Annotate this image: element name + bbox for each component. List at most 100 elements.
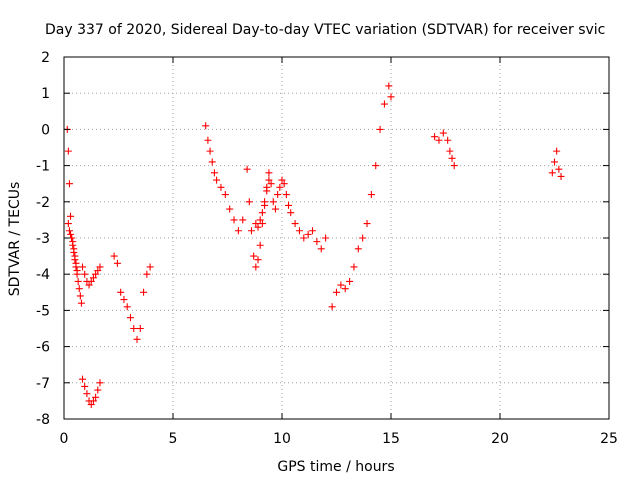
data-point [252,263,260,271]
data-point [341,285,349,293]
data-point [333,288,340,296]
series-track-f [202,122,273,271]
data-point [256,241,264,249]
data-point [213,176,221,184]
data-point [71,252,79,260]
data-point [94,386,102,394]
y-tick-label: 1 [41,86,50,102]
data-point [76,292,84,300]
x-tick-labels: 0 5 10 15 20 25 [60,431,618,447]
data-point [117,288,125,296]
data-point [328,303,336,311]
data-point [64,147,72,155]
y-tick-label: 2 [41,50,50,66]
data-point [87,401,95,409]
data-point [435,136,443,144]
y-tick-label: -3 [36,231,50,247]
data-point [385,82,393,90]
data-point [130,325,138,332]
data-points [63,82,565,409]
data-point [350,263,358,271]
data-point [444,136,452,144]
data-point [230,216,238,224]
data-point [282,191,290,199]
data-point [89,397,97,405]
data-point [254,256,262,264]
data-point [363,220,371,228]
data-point [120,296,128,304]
data-point [280,180,288,188]
data-point [126,314,134,322]
x-tick-label: 5 [169,431,178,447]
data-point [64,220,72,228]
axis-ticks [63,56,610,420]
series-track-k [548,147,565,180]
series-track-g [252,176,273,231]
data-point [313,238,321,246]
data-point [87,277,95,285]
data-point [85,281,93,289]
x-tick-label: 25 [600,431,618,447]
data-point [234,227,242,235]
data-point [252,220,260,228]
data-point [79,263,87,271]
y-tick-label: -6 [36,340,50,356]
data-point [77,299,85,307]
data-point [136,325,144,332]
data-point [254,223,262,231]
series-track-j [431,129,458,170]
grid [64,57,609,419]
data-point [94,267,102,275]
data-point [75,285,83,293]
data-point [548,169,556,177]
data-point [110,252,118,260]
data-point [258,220,266,228]
x-tick-label: 0 [60,431,69,447]
data-point [81,382,89,390]
data-point [265,169,273,177]
data-point [92,270,100,278]
data-point [380,100,388,108]
data-point [322,234,330,242]
data-point [278,176,286,184]
data-point [304,230,312,238]
data-point [73,267,81,275]
data-point [295,227,303,235]
data-point [67,230,75,238]
data-point [74,277,82,285]
y-tick-label: -5 [36,303,50,319]
data-point [96,379,104,387]
data-point [204,136,212,144]
data-point [243,165,251,173]
data-point [300,234,308,242]
data-point [367,191,375,199]
data-point [276,183,284,191]
data-point [267,180,275,188]
data-point [557,172,565,180]
series-track-i [328,82,395,311]
data-point [245,198,253,206]
data-point [217,183,225,191]
data-point [346,277,354,285]
data-point [269,198,277,206]
series-track-e [110,252,154,343]
data-point [81,270,89,278]
data-point [291,220,299,228]
data-point [256,216,264,224]
data-point [555,165,563,173]
data-point [258,209,266,217]
data-point [285,201,293,209]
data-point [133,335,141,343]
y-tick-label: -1 [36,159,50,175]
series-track-c [79,263,104,289]
data-point [274,191,282,199]
data-point [261,198,269,206]
data-point [337,281,345,289]
data-point [221,191,229,199]
data-point [309,227,317,235]
data-point [208,158,216,166]
data-point [239,216,247,224]
data-point [123,303,131,311]
data-point [113,259,121,267]
